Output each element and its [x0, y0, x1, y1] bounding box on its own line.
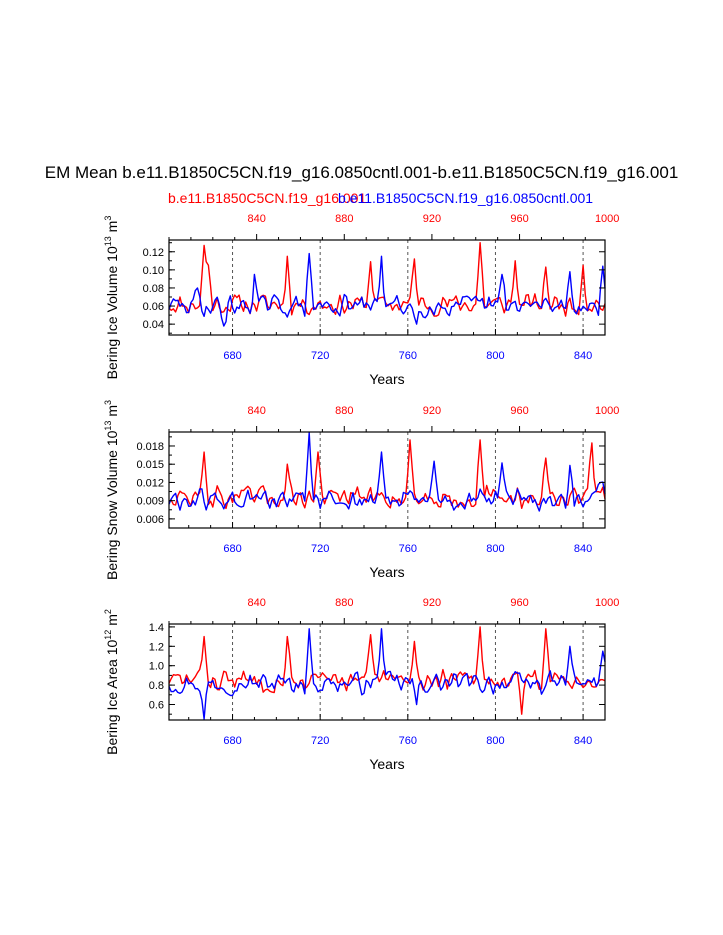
plot-frame: [168, 431, 606, 529]
x-bottom-tick-label: 760: [399, 735, 417, 747]
x-axis-label: Years: [369, 564, 404, 580]
y-tick-label: 0.08: [143, 283, 164, 295]
series-blue-line: [168, 628, 606, 720]
x-axis-label: Years: [369, 756, 404, 772]
x-top-tick-label: 880: [335, 597, 353, 609]
x-axis-label: Years: [369, 371, 404, 387]
figure-title: EM Mean b.e11.B1850C5CN.f19_g16.0850cntl…: [0, 163, 723, 187]
y-tick-label: 0.015: [136, 459, 164, 471]
y-tick-label: 0.10: [143, 265, 164, 277]
y-tick-label: 0.12: [143, 247, 164, 259]
y-axis-label-unit-exponent: 2: [103, 609, 113, 614]
series-red-line: [168, 439, 606, 510]
x-bottom-tick-label: 720: [311, 350, 329, 362]
y-axis-label: Bering Snow Volume 1013 m3: [103, 400, 120, 580]
y-axis-label-unit: m: [104, 221, 120, 237]
y-axis-label: Bering Ice Area 1012 m2: [103, 609, 120, 755]
x-top-tick-label: 880: [335, 213, 353, 225]
x-bottom-tick-label: 760: [399, 350, 417, 362]
x-top-tick-label: 840: [247, 405, 265, 417]
x-bottom-tick-label: 720: [311, 543, 329, 555]
x-top-tick-label: 960: [510, 597, 528, 609]
y-axis-label-exponent: 13: [103, 236, 113, 246]
y-axis-label-unit: m: [104, 614, 120, 630]
y-tick-label: 0.06: [143, 301, 164, 313]
y-tick-label: 0.6: [149, 699, 164, 711]
x-top-tick-label: 880: [335, 405, 353, 417]
x-bottom-tick-label: 840: [574, 543, 592, 555]
y-tick-label: 0.009: [136, 496, 164, 508]
y-axis-label-exponent: 13: [103, 421, 113, 431]
x-top-tick-label: 1000: [595, 405, 619, 417]
x-bottom-tick-label: 840: [574, 735, 592, 747]
plot-frame: [168, 239, 606, 336]
x-top-tick-label: 920: [423, 405, 441, 417]
plot-frame: [168, 623, 606, 721]
y-tick-label: 0.018: [136, 441, 164, 453]
y-tick-label: 0.8: [149, 680, 164, 692]
x-top-tick-label: 920: [423, 213, 441, 225]
y-tick-label: 1.0: [149, 661, 164, 673]
x-top-tick-label: 840: [247, 597, 265, 609]
series-red-line: [168, 626, 606, 715]
y-tick-label: 0.012: [136, 477, 164, 489]
y-tick-label: 1.2: [149, 641, 164, 653]
x-top-tick-label: 960: [510, 213, 528, 225]
series-blue-line: [168, 252, 606, 327]
y-axis-label-text: Bering Snow Volume 10: [104, 430, 120, 580]
x-bottom-tick-label: 800: [486, 543, 504, 555]
x-bottom-tick-label: 800: [486, 350, 504, 362]
y-axis-label: Bering Ice Volume 1013 m3: [103, 216, 120, 380]
y-tick-label: 0.006: [136, 514, 164, 526]
x-bottom-tick-label: 680: [223, 350, 241, 362]
x-bottom-tick-label: 680: [223, 543, 241, 555]
x-top-tick-label: 960: [510, 405, 528, 417]
y-axis-label-exponent: 12: [103, 630, 113, 640]
x-bottom-tick-label: 840: [574, 350, 592, 362]
figure-title-text: EM Mean b.e11.B1850C5CN.f19_g16.0850cntl…: [44, 163, 679, 182]
series-red-line: [168, 242, 606, 317]
legend-blue-label: b.e11.B1850C5CN.f19_g16.0850cntl.001: [338, 190, 594, 206]
x-top-tick-label: 840: [247, 213, 265, 225]
x-top-tick-label: 1000: [595, 597, 619, 609]
x-top-tick-label: 1000: [595, 213, 619, 225]
chart-panel-1: 0.04 0.06 0.08 0.10 0.12 680 720 760 800 840 840 88…: [103, 213, 619, 387]
y-axis-label-unit-exponent: 3: [103, 400, 113, 405]
y-axis-label-text: Bering Ice Area 10: [104, 639, 120, 754]
y-axis-label-unit-exponent: 3: [103, 216, 113, 221]
y-axis-label-text: Bering Ice Volume 10: [104, 246, 120, 379]
x-bottom-tick-label: 760: [399, 543, 417, 555]
legend-red-label: b.e11.B1850C5CN.f19_g16.001: [168, 190, 367, 206]
x-bottom-tick-label: 800: [486, 735, 504, 747]
x-bottom-tick-label: 680: [223, 735, 241, 747]
chart-panel-3: 0.6 0.8 1.0 1.2 1.4 680 720 760 800 840 840 880 920 9…: [103, 597, 619, 772]
x-bottom-tick-label: 720: [311, 735, 329, 747]
chart-panel-2: 0.006 0.009 0.012 0.015 0.018 680 720 760 800 840…: [103, 400, 619, 580]
x-top-tick-label: 920: [423, 597, 441, 609]
y-tick-label: 1.4: [149, 622, 164, 634]
y-axis-label-unit: m: [104, 405, 120, 421]
series-blue-line: [168, 431, 606, 512]
y-tick-label: 0.04: [143, 319, 164, 331]
